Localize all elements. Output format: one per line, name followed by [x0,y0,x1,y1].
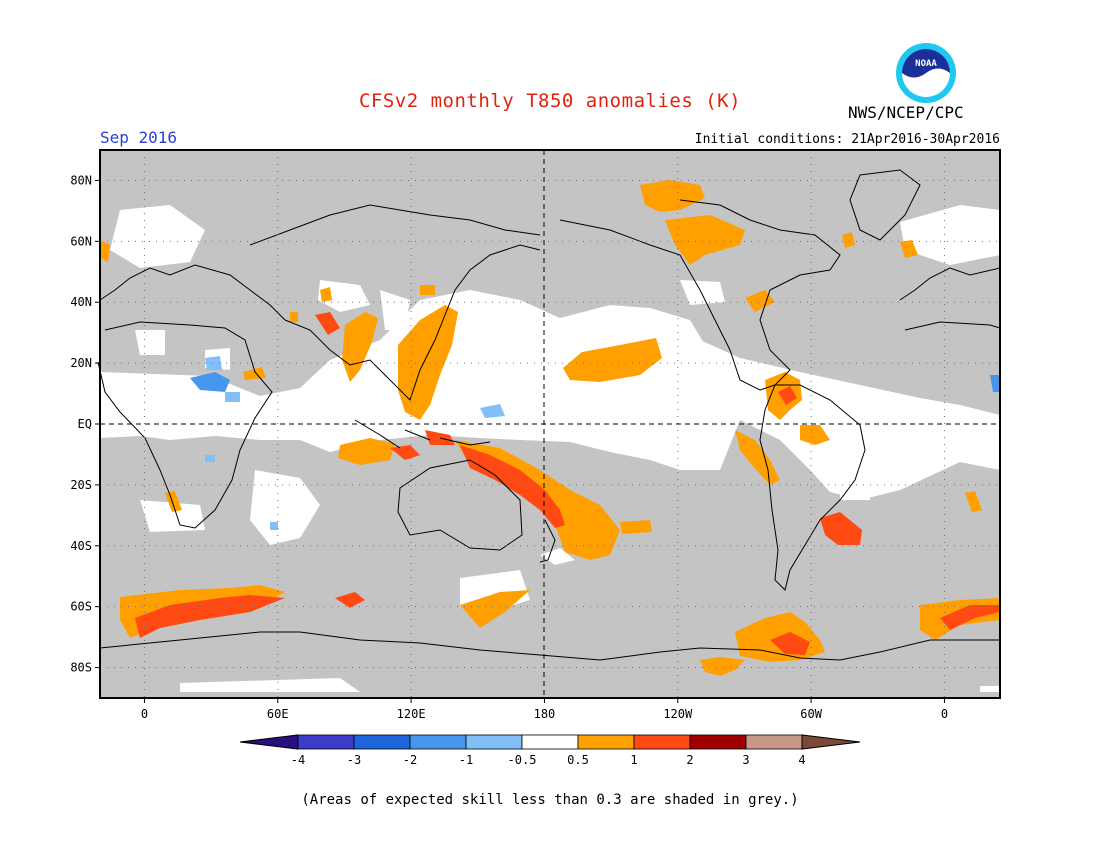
lat-label: 60S [70,600,92,614]
legend-swatch [465,734,523,750]
lat-label: 20N [70,356,92,370]
lat-label: 40N [70,295,92,309]
legend-arrow-low [239,734,299,750]
forecast-month: Sep 2016 [100,128,178,147]
lat-label: 80S [70,661,92,675]
legend-tick-label: 2 [686,753,693,767]
legend-swatch [577,734,635,750]
legend-swatch [521,734,579,750]
legend-tick-label: 4 [798,753,805,767]
legend-tick-label: -4 [291,753,305,767]
latitude-labels: 80N 60N 40N 20N EQ 20S 40S 60S 80S [70,173,92,674]
legend-tick-label: 3 [742,753,749,767]
lon-label: 60E [267,707,289,721]
lon-label: 0 [941,707,948,721]
map-title: CFSv2 monthly T850 anomalies (K) [358,90,742,112]
lon-label: 0 [141,707,148,721]
longitude-labels: 0 60E 120E 180 120W 60W 0 [141,707,948,721]
legend-swatch [689,734,747,750]
reference-lines [100,150,1000,698]
lon-label: 120W [663,707,693,721]
lat-label: 80N [70,173,92,187]
legend-swatch [409,734,467,750]
legend-swatch [745,734,803,750]
lon-label: 120E [397,707,426,721]
skill-footnote: (Areas of expected skill less than 0.3 a… [301,792,799,808]
legend-arrow-high [801,734,861,750]
agency-label: NWS/NCEP/CPC [848,103,964,122]
legend-tick-label: -0.5 [508,753,537,767]
lat-label: 20S [70,478,92,492]
legend-tick-label: -2 [403,753,417,767]
coastlines [97,169,1001,661]
strong-positive-anomaly-regions [135,312,1000,655]
lon-label: 180 [534,707,556,721]
axis-ticks [95,179,945,703]
lat-label: EQ [78,417,92,431]
lon-label: 60W [800,707,822,721]
legend-swatch [297,734,355,750]
legend-tick-label: -1 [459,753,473,767]
legend-tick-label: 1 [630,753,637,767]
initial-conditions: Initial conditions: 21Apr2016-30Apr2016 [694,132,1000,147]
legend-tick-label: -3 [347,753,361,767]
lat-label: 60N [70,234,92,248]
map-body [97,149,1001,699]
legend-swatch [353,734,411,750]
color-legend: -4 -3 -2 -1 -0.5 0.5 1 2 3 4 [239,734,861,767]
noaa-logo-icon: NOAA [896,43,956,103]
negative-anomaly-regions [190,356,1000,530]
legend-swatch [633,734,691,750]
legend-tick-label: 0.5 [567,753,589,767]
logo-text: NOAA [915,59,937,69]
lat-label: 40S [70,539,92,553]
